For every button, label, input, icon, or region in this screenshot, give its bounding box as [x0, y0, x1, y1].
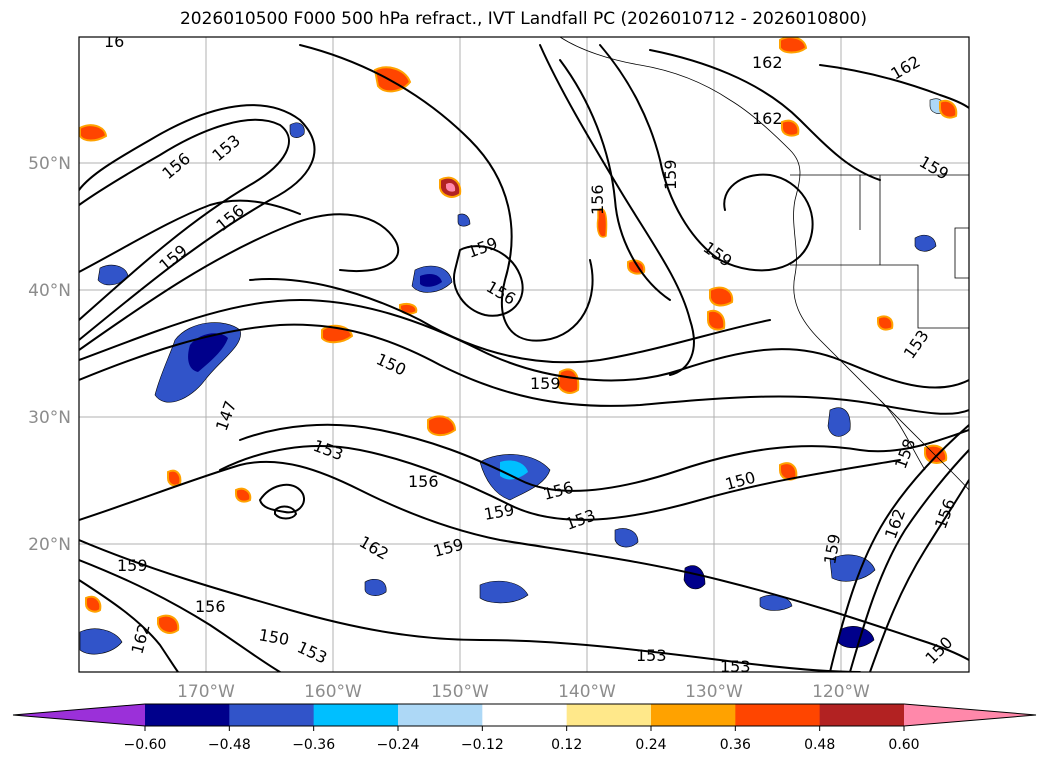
- lon-tick-label: 120°W: [812, 682, 870, 702]
- lon-tick-labels: 170°W 160°W 150°W 140°W 130°W 120°W: [177, 682, 870, 702]
- colorbar-bin: [145, 704, 230, 726]
- colorbar-bin: [229, 704, 315, 726]
- contour-label: 153: [636, 646, 667, 665]
- colorbar-tick-label: 0.24: [635, 737, 666, 753]
- lon-tick-label: 160°W: [304, 682, 362, 702]
- colorbar-tick-label: −0.12: [461, 737, 504, 753]
- lat-tick-labels: 50°N 40°N 30°N 20°N: [28, 154, 71, 555]
- coastline: [559, 37, 969, 491]
- contour-lines: [79, 44, 969, 672]
- contour-label: 156: [408, 472, 439, 491]
- lon-tick-label: 130°W: [685, 682, 743, 702]
- colorbar-tick-label: 0.48: [804, 737, 835, 753]
- contour-label: 159: [530, 374, 561, 393]
- colorbar-tick-label: 0.36: [720, 737, 751, 753]
- colorbar-tick-label: −0.60: [124, 737, 167, 753]
- contour-label: 159: [661, 159, 680, 190]
- lat-tick-label: 30°N: [28, 408, 71, 428]
- contour-label: 156: [588, 184, 607, 215]
- contour-label: 162: [752, 109, 783, 128]
- colorbar-bin: [482, 704, 568, 726]
- contour-label: 159: [117, 556, 148, 575]
- lon-tick-label: 170°W: [177, 682, 235, 702]
- colorbar-bin: [398, 704, 483, 726]
- shaded-field: [79, 37, 958, 655]
- colorbar-bin: [651, 704, 736, 726]
- colorbar-bin: [566, 704, 652, 726]
- map-frame: [78, 36, 970, 673]
- colorbar-bin: [735, 704, 821, 726]
- contour-label: 153: [720, 657, 751, 676]
- colorbar-tick-label: 0.60: [888, 737, 919, 753]
- colorbar-bin: [819, 704, 905, 726]
- colorbar-extend-min: [13, 704, 145, 726]
- lat-tick-label: 40°N: [28, 281, 71, 301]
- colorbar-tick-label: −0.36: [292, 737, 335, 753]
- map-title: 2026010500 F000 500 hPa refract., IVT La…: [179, 9, 867, 29]
- contour-label: 156: [195, 597, 226, 616]
- lat-tick-label: 50°N: [28, 154, 71, 174]
- lon-tick-label: 140°W: [558, 682, 616, 702]
- colorbar-extend-max: [904, 704, 1036, 726]
- lat-tick-label: 20°N: [28, 535, 71, 555]
- contour-label: 162: [752, 53, 783, 72]
- colorbar-tick-label: −0.48: [208, 737, 251, 753]
- colorbar-bin: [313, 704, 399, 726]
- colorbar-tick-label: 0.12: [551, 737, 582, 753]
- colorbar-tick-label: −0.24: [377, 737, 420, 753]
- contour-label: 16: [104, 32, 124, 51]
- colorbar: −0.60 −0.48 −0.36 −0.24 −0.12 0.12 0.24 0.36 0.4…: [12, 703, 1037, 753]
- lon-tick-label: 150°W: [431, 682, 489, 702]
